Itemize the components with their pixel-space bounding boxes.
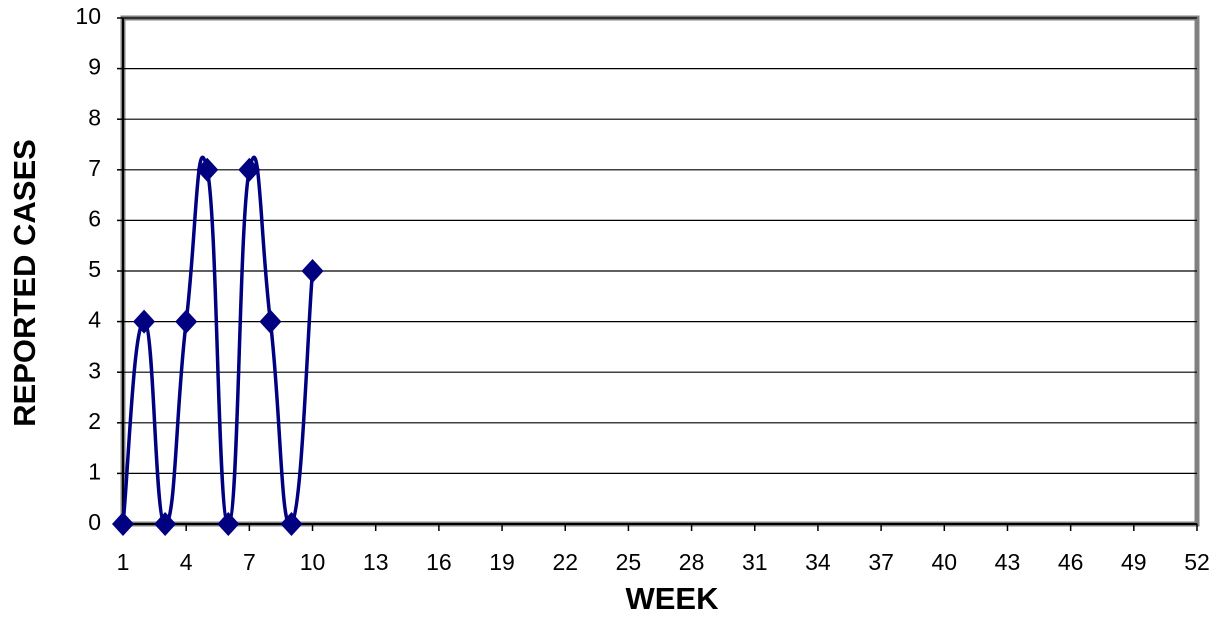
y-tick-label: 4 xyxy=(88,307,101,333)
x-tick-label: 1 xyxy=(117,549,130,575)
x-tick-label: 37 xyxy=(868,549,894,575)
y-tick-label: 9 xyxy=(88,54,101,80)
x-tick-label: 34 xyxy=(805,549,831,575)
x-tick-label: 13 xyxy=(363,549,389,575)
point-marker xyxy=(112,512,134,536)
point-marker xyxy=(280,512,303,536)
y-tick-label: 6 xyxy=(88,205,101,231)
x-tick-label: 52 xyxy=(1184,549,1210,575)
x-tick-label: 40 xyxy=(931,549,957,575)
point-marker xyxy=(238,157,261,182)
point-marker xyxy=(259,309,282,334)
point-marker xyxy=(217,512,240,536)
point-marker xyxy=(154,512,177,536)
x-tick-label: 25 xyxy=(616,549,642,575)
x-tick-label: 49 xyxy=(1121,549,1147,575)
x-tick-label: 22 xyxy=(552,549,578,575)
x-tick-label: 7 xyxy=(243,549,256,575)
series-line xyxy=(121,155,315,527)
x-tick-label: 16 xyxy=(426,549,452,575)
x-tick-label: 4 xyxy=(180,549,193,575)
y-tick-label: 5 xyxy=(88,256,101,282)
y-tick-label: 3 xyxy=(88,357,101,383)
y-tick-label: 0 xyxy=(88,509,101,535)
x-tick-label: 19 xyxy=(489,549,515,575)
x-tick-label: 28 xyxy=(679,549,705,575)
x-tick-label: 46 xyxy=(1058,549,1084,575)
point-marker xyxy=(301,259,324,283)
x-tick-label: 43 xyxy=(995,549,1021,575)
y-tick-label: 2 xyxy=(88,408,101,434)
y-tick-label: 1 xyxy=(88,458,101,484)
y-tick-label: 7 xyxy=(88,155,101,181)
x-axis-label: WEEK xyxy=(626,581,720,616)
point-marker xyxy=(133,309,156,334)
point-marker xyxy=(196,157,219,182)
y-tick-label: 8 xyxy=(88,104,101,130)
y-tick-label: 10 xyxy=(75,3,101,29)
x-tick-label: 31 xyxy=(742,549,768,575)
x-tick-label: 10 xyxy=(300,549,326,575)
y-axis-label: REPORTED CASES xyxy=(7,139,42,427)
point-marker xyxy=(175,309,198,334)
